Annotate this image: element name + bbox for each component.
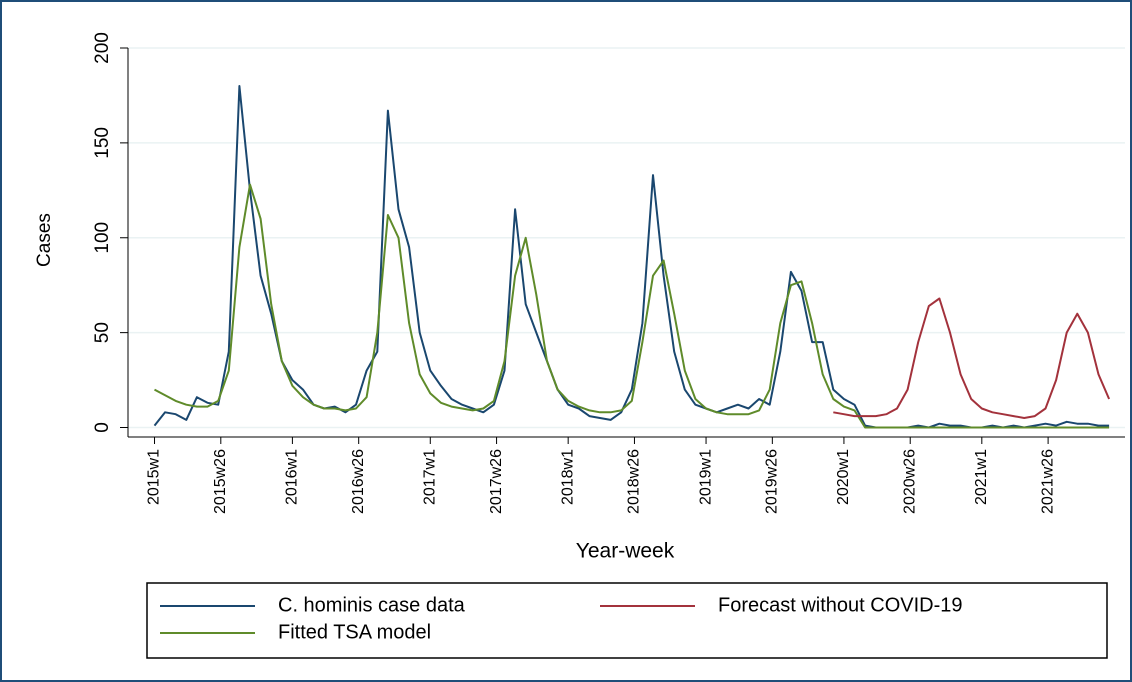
y-tick-label: 100: [92, 222, 113, 254]
y-tick-label: 50: [92, 322, 113, 343]
x-tick-label: 2021w26: [1039, 449, 1056, 514]
x-tick-label: 2017w26: [488, 449, 505, 514]
x-tick-label: 2018w26: [626, 449, 643, 514]
x-tick-label: 2020w1: [835, 449, 852, 505]
legend-label: Forecast without COVID-19: [718, 594, 963, 616]
x-tick-label: 2020w26: [901, 449, 918, 514]
legend-box: [146, 582, 1108, 659]
series-line: [833, 297, 1111, 419]
legend-label: C. hominis case data: [278, 594, 466, 616]
x-tick-label: 2019w1: [697, 449, 714, 505]
x-tick-label: 2021w1: [973, 449, 990, 505]
legend-label: Fitted TSA model: [278, 621, 431, 643]
x-tick-label: 2019w26: [764, 449, 781, 514]
x-tick-label: 2015w26: [212, 449, 229, 514]
x-tick-label: 2017w1: [422, 449, 439, 505]
x-tick-label: 2018w1: [559, 449, 576, 505]
y-axis-title: Cases: [34, 213, 55, 267]
series-line: [154, 183, 1110, 429]
x-tick-label: 2016w26: [350, 449, 367, 514]
x-tick-label: 2016w1: [284, 449, 301, 505]
y-tick-label: 150: [92, 127, 113, 159]
y-tick-label: 0: [92, 422, 113, 433]
x-axis-title: Year-week: [576, 540, 675, 563]
y-tick-label: 200: [92, 32, 113, 64]
x-tick-label: 2015w1: [146, 449, 163, 505]
